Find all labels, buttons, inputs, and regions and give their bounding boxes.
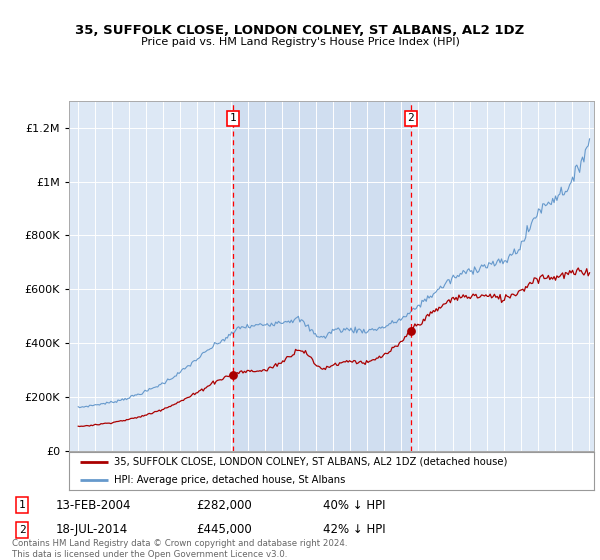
Text: 42% ↓ HPI: 42% ↓ HPI [323, 524, 386, 536]
Text: HPI: Average price, detached house, St Albans: HPI: Average price, detached house, St A… [113, 475, 345, 485]
Text: 18-JUL-2014: 18-JUL-2014 [55, 524, 127, 536]
Point [228, 370, 238, 379]
Text: £282,000: £282,000 [196, 498, 252, 512]
Text: Price paid vs. HM Land Registry's House Price Index (HPI): Price paid vs. HM Land Registry's House … [140, 37, 460, 47]
Point [406, 326, 416, 335]
Text: 1: 1 [230, 113, 236, 123]
Text: 1: 1 [19, 500, 26, 510]
Text: 2: 2 [407, 113, 414, 123]
Text: 13-FEB-2004: 13-FEB-2004 [55, 498, 131, 512]
Text: Contains HM Land Registry data © Crown copyright and database right 2024.
This d: Contains HM Land Registry data © Crown c… [12, 539, 347, 559]
Text: 35, SUFFOLK CLOSE, LONDON COLNEY, ST ALBANS, AL2 1DZ: 35, SUFFOLK CLOSE, LONDON COLNEY, ST ALB… [76, 24, 524, 36]
Text: 40% ↓ HPI: 40% ↓ HPI [323, 498, 386, 512]
Text: 35, SUFFOLK CLOSE, LONDON COLNEY, ST ALBANS, AL2 1DZ (detached house): 35, SUFFOLK CLOSE, LONDON COLNEY, ST ALB… [113, 457, 507, 467]
Text: 2: 2 [19, 525, 26, 535]
Text: £445,000: £445,000 [196, 524, 252, 536]
Bar [233, 101, 411, 451]
